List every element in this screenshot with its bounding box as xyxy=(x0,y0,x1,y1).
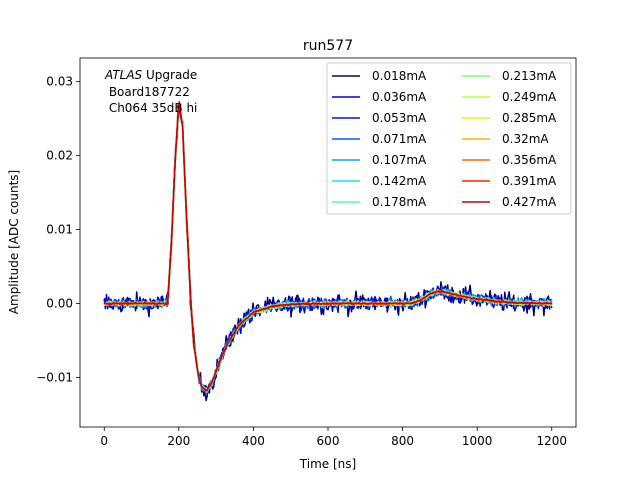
legend-label-4: 0.107mA xyxy=(372,153,427,167)
ticks-layer: 0 200 400 600 800 1000 1200 −0.01 0.00 0.01 0.02 0.… xyxy=(36,75,567,448)
series-line-13 xyxy=(103,102,553,392)
annotation-atlas: ATLAS xyxy=(104,68,143,82)
x-tick-label: 200 xyxy=(167,434,190,448)
annotation-upgrade: Upgrade xyxy=(142,68,197,82)
annotation-channel: Ch064 35dB hi xyxy=(105,101,197,115)
legend-box xyxy=(326,62,572,215)
atlas-annotation: ATLAS Upgrade Board187722 Ch064 35dB hi xyxy=(104,68,197,115)
series-layer xyxy=(103,100,553,402)
legend-label-5: 0.142mA xyxy=(372,174,427,188)
annotation-line1: ATLAS Upgrade xyxy=(104,68,197,82)
x-tick-label: 0 xyxy=(100,434,108,448)
y-tick-label: 0.00 xyxy=(46,297,73,311)
legend-label-10: 0.32mA xyxy=(502,132,549,146)
legend-label-3: 0.071mA xyxy=(372,132,427,146)
x-tick-label: 400 xyxy=(242,434,265,448)
annotation-board: Board187722 xyxy=(105,85,190,99)
legend-label-11: 0.356mA xyxy=(502,153,557,167)
legend-label-9: 0.285mA xyxy=(502,111,557,125)
legend: 0.018mA 0.036mA 0.053mA 0.071mA 0.107mA 0.142… xyxy=(326,62,572,215)
y-axis-label: Amplitude [ADC counts] xyxy=(7,170,21,314)
y-tick-label: −0.01 xyxy=(36,370,73,384)
legend-label-1: 0.036mA xyxy=(372,90,427,104)
y-tick-label: 0.03 xyxy=(46,75,73,89)
x-tick-label: 600 xyxy=(317,434,340,448)
legend-label-2: 0.053mA xyxy=(372,111,427,125)
x-tick-label: 1000 xyxy=(462,434,493,448)
legend-label-7: 0.213mA xyxy=(502,69,557,83)
legend-label-8: 0.249mA xyxy=(502,90,557,104)
x-axis-label: Time [ns] xyxy=(299,457,356,471)
legend-label-13: 0.427mA xyxy=(502,195,557,209)
y-tick-label: 0.02 xyxy=(46,149,73,163)
legend-label-0: 0.018mA xyxy=(372,69,427,83)
y-tick-label: 0.01 xyxy=(46,223,73,237)
legend-label-12: 0.391mA xyxy=(502,174,557,188)
x-tick-label: 800 xyxy=(391,434,414,448)
legend-label-6: 0.178mA xyxy=(372,195,427,209)
x-tick-label: 1200 xyxy=(536,434,567,448)
chart-title: run577 xyxy=(303,38,353,54)
